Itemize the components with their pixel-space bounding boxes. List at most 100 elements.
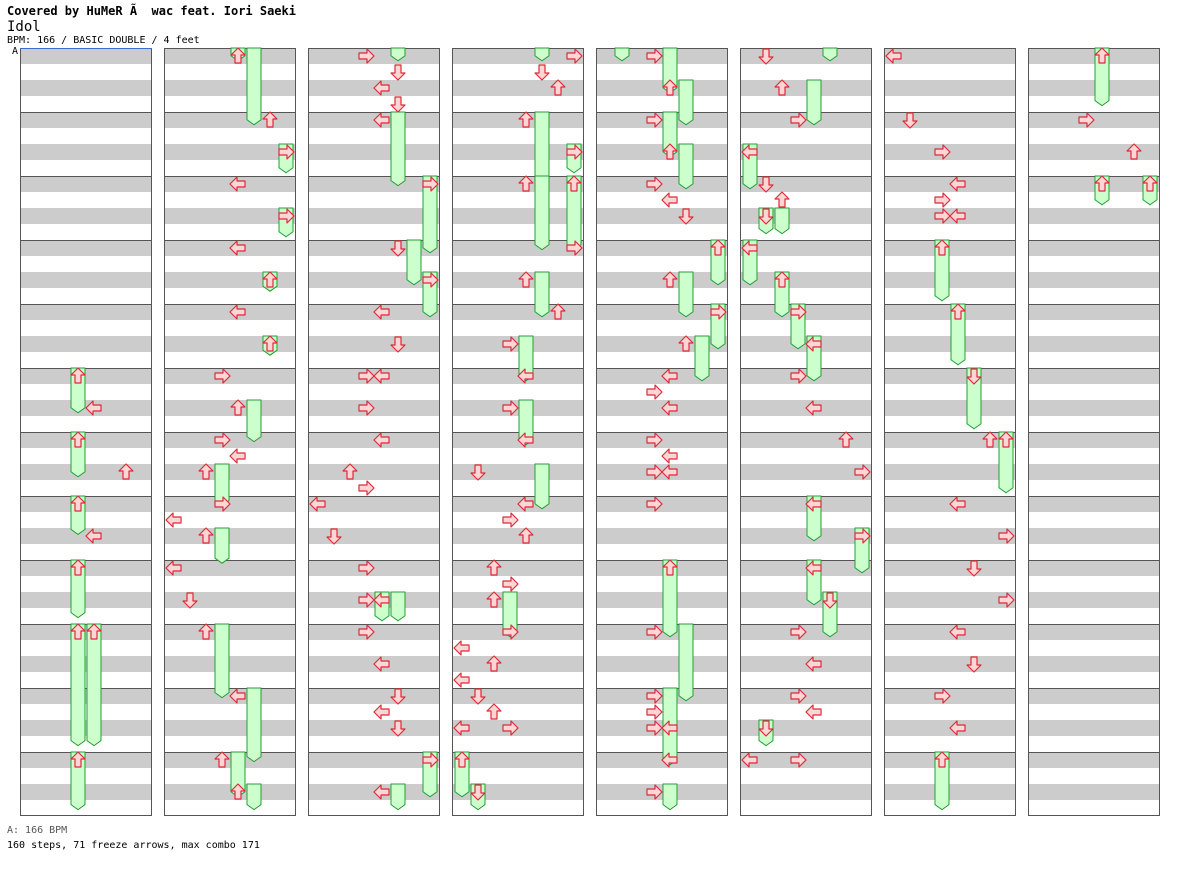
right-arrow-icon <box>646 624 663 640</box>
left-arrow-icon <box>949 720 966 736</box>
beat-stripe <box>452 208 584 224</box>
beat-stripe <box>20 624 152 640</box>
beat-stripe <box>452 144 584 160</box>
freeze-arrow-body <box>534 47 550 62</box>
left-arrow-icon <box>949 624 966 640</box>
left-arrow-icon <box>805 704 822 720</box>
beat-stripe <box>1028 432 1160 448</box>
beat-stripe <box>164 48 296 64</box>
up-arrow-icon <box>70 623 86 640</box>
beat-stripe <box>1028 368 1160 384</box>
beat-stripe <box>164 656 296 672</box>
beat-stripe <box>1028 752 1160 768</box>
down-arrow-icon <box>966 560 982 577</box>
beat-stripe <box>452 592 584 608</box>
beat-stripe <box>740 528 872 544</box>
beat-stripe <box>740 432 872 448</box>
left-arrow-icon <box>229 240 246 256</box>
freeze-arrow-body <box>390 111 406 187</box>
right-arrow-icon <box>790 112 807 128</box>
right-arrow-icon <box>358 48 375 64</box>
beat-stripe <box>452 688 584 704</box>
beat-stripe <box>740 240 872 256</box>
left-arrow-icon <box>661 400 678 416</box>
up-arrow-icon <box>230 783 246 800</box>
beat-stripe <box>1028 80 1160 96</box>
right-arrow-icon <box>934 144 951 160</box>
beat-stripe <box>20 688 152 704</box>
beat-stripe <box>1028 624 1160 640</box>
column-border <box>452 48 584 816</box>
left-arrow-icon <box>85 400 102 416</box>
left-arrow-icon <box>373 656 390 672</box>
beat-stripe <box>884 240 1016 256</box>
left-arrow-icon <box>949 496 966 512</box>
up-arrow-icon <box>230 47 246 64</box>
freeze-arrow-body <box>246 399 262 443</box>
beat-stripe <box>308 752 440 768</box>
beat-stripe <box>740 144 872 160</box>
beat-stripe <box>884 400 1016 416</box>
freeze-arrow-body <box>422 175 438 254</box>
left-arrow-icon <box>453 720 470 736</box>
column-border <box>1028 48 1160 816</box>
beat-stripe <box>20 144 152 160</box>
freeze-arrow-body <box>534 271 550 318</box>
up-arrow-icon <box>70 495 86 512</box>
left-arrow-icon <box>517 432 534 448</box>
freeze-arrow-body <box>822 47 838 62</box>
beat-stripe <box>164 784 296 800</box>
left-arrow-icon <box>805 496 822 512</box>
right-arrow-icon <box>646 112 663 128</box>
right-arrow-icon <box>278 208 295 224</box>
beat-stripe <box>20 464 152 480</box>
column-border <box>884 48 1016 816</box>
left-arrow-icon <box>661 464 678 480</box>
down-arrow-icon <box>182 592 198 609</box>
beat-stripe <box>884 464 1016 480</box>
right-arrow-icon <box>646 688 663 704</box>
beat-stripe <box>452 304 584 320</box>
freeze-arrow-body <box>214 527 230 564</box>
beat-stripe <box>884 560 1016 576</box>
up-arrow-icon <box>230 399 246 416</box>
beat-stripe <box>20 496 152 512</box>
right-arrow-icon <box>790 752 807 768</box>
up-arrow-icon <box>1094 175 1110 192</box>
right-arrow-icon <box>214 432 231 448</box>
beat-stripe <box>20 48 152 64</box>
right-arrow-icon <box>934 192 951 208</box>
beat-stripe <box>884 112 1016 128</box>
up-arrow-icon <box>710 239 726 256</box>
left-arrow-icon <box>373 592 390 608</box>
right-arrow-icon <box>790 304 807 320</box>
right-arrow-icon <box>422 752 439 768</box>
up-arrow-icon <box>1126 143 1142 160</box>
beat-stripe <box>308 496 440 512</box>
right-arrow-icon <box>566 144 583 160</box>
beat-stripe <box>20 656 152 672</box>
right-arrow-icon <box>646 176 663 192</box>
right-arrow-icon <box>358 624 375 640</box>
left-arrow-icon <box>373 704 390 720</box>
freeze-arrow-body <box>534 111 550 187</box>
beat-stripe <box>884 48 1016 64</box>
beat-stripe <box>740 80 872 96</box>
right-arrow-icon <box>710 304 727 320</box>
freeze-arrow-body <box>806 79 822 126</box>
down-arrow-icon <box>966 368 982 385</box>
left-arrow-icon <box>805 560 822 576</box>
right-arrow-icon <box>358 560 375 576</box>
beat-stripe <box>452 272 584 288</box>
left-arrow-icon <box>165 560 182 576</box>
chart-stats: 160 steps, 71 freeze arrows, max combo 1… <box>7 840 260 851</box>
down-arrow-icon <box>758 208 774 225</box>
up-arrow-icon <box>486 703 502 720</box>
down-arrow-icon <box>678 208 694 225</box>
up-arrow-icon <box>198 527 214 544</box>
freeze-arrow-body <box>774 207 790 235</box>
down-arrow-icon <box>390 688 406 705</box>
left-arrow-icon <box>373 80 390 96</box>
freeze-arrow-body <box>694 335 710 382</box>
beat-stripe <box>884 656 1016 672</box>
